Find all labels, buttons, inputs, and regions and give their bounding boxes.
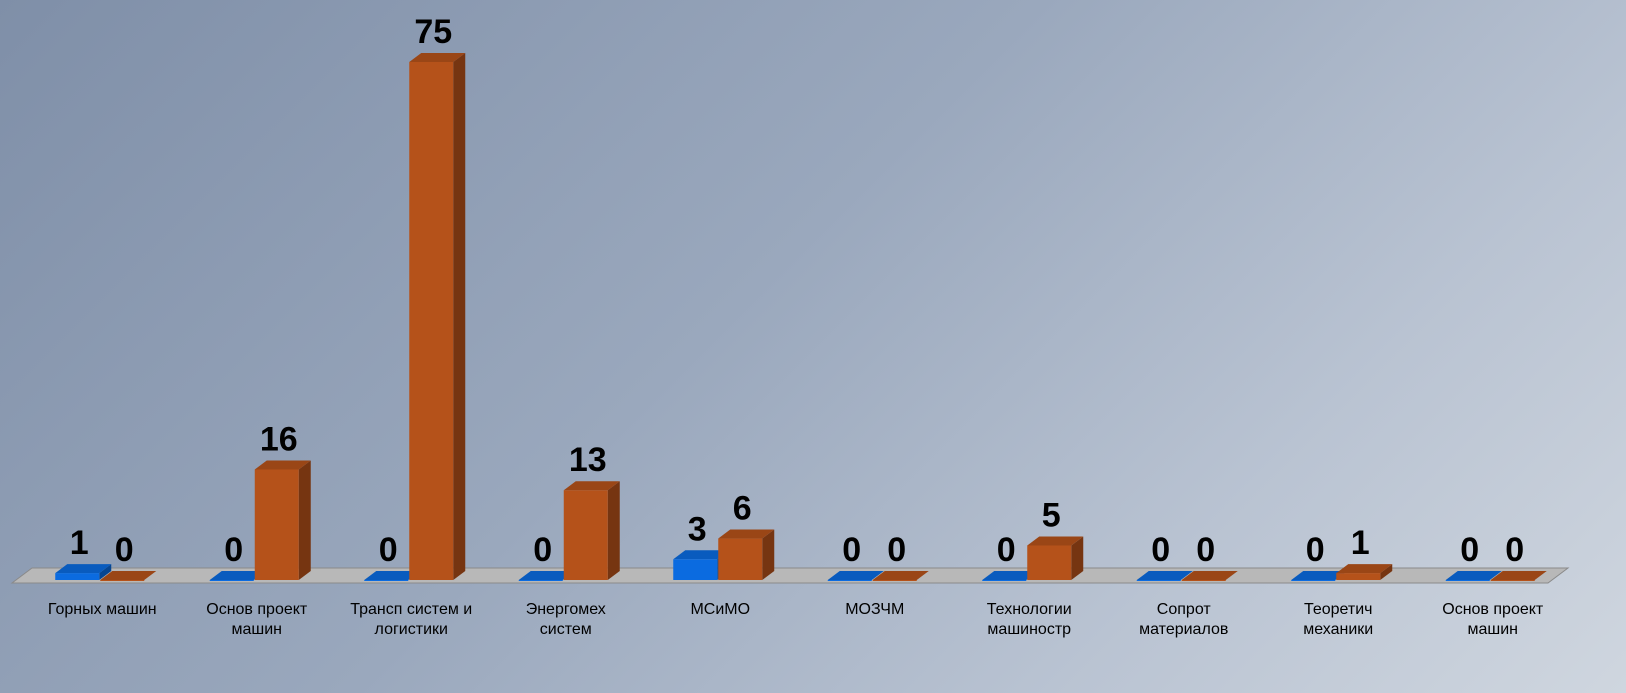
x-tick-label: Технологии машиностр: [964, 600, 1094, 640]
value-label: 1: [1351, 524, 1370, 562]
x-tick-label: Горных машин: [37, 600, 167, 620]
bar-side: [608, 481, 620, 580]
bar: [100, 580, 144, 581]
bar: [409, 62, 453, 580]
value-label: 0: [1306, 531, 1325, 569]
chart: 10016075013360005000100 Горных машинОсно…: [0, 0, 1626, 693]
value-label: 6: [733, 490, 752, 528]
bar: [1027, 545, 1071, 580]
bar: [55, 573, 99, 580]
value-label: 13: [569, 441, 607, 479]
bar: [364, 580, 408, 581]
bar: [982, 580, 1026, 581]
bar: [718, 539, 762, 580]
bar: [828, 580, 872, 581]
bar: [873, 580, 917, 581]
value-label: 3: [688, 510, 707, 548]
x-tick-label: Сопрот материалов: [1119, 600, 1249, 640]
value-label: 0: [115, 531, 134, 569]
x-tick-label: Основ проект машин: [192, 600, 322, 640]
value-label: 1: [70, 524, 89, 562]
value-label: 0: [1505, 531, 1524, 569]
bar: [1446, 580, 1490, 581]
x-tick-label: МСиМО: [655, 600, 785, 620]
bar: [1182, 580, 1226, 581]
bar: [210, 580, 254, 581]
bar: [1336, 573, 1380, 580]
bar: [1137, 580, 1181, 581]
bar-side: [299, 460, 311, 580]
value-label: 0: [1151, 531, 1170, 569]
bar-side: [453, 53, 465, 580]
bar: [1291, 580, 1335, 581]
value-label: 0: [887, 531, 906, 569]
x-tick-label: Трансп систем и логистики: [346, 600, 476, 640]
value-label: 0: [1196, 531, 1215, 569]
bar: [519, 580, 563, 581]
value-label: 75: [414, 13, 452, 51]
x-tick-label: Энергомех систем: [501, 600, 631, 640]
value-label: 0: [379, 531, 398, 569]
x-tick-label: Основ проект машин: [1428, 600, 1558, 640]
x-tick-label: МОЗЧМ: [810, 600, 940, 620]
x-tick-label: Теоретич механики: [1273, 600, 1403, 640]
bar: [255, 469, 299, 580]
value-label: 0: [1460, 531, 1479, 569]
value-label: 0: [997, 531, 1016, 569]
value-label: 0: [533, 531, 552, 569]
value-label: 0: [224, 531, 243, 569]
bar: [564, 490, 608, 580]
plot: 10016075013360005000100: [0, 0, 1626, 693]
value-label: 0: [842, 531, 861, 569]
bar: [1491, 580, 1535, 581]
bar: [673, 559, 717, 580]
value-label: 5: [1042, 496, 1061, 534]
value-label: 16: [260, 420, 298, 458]
